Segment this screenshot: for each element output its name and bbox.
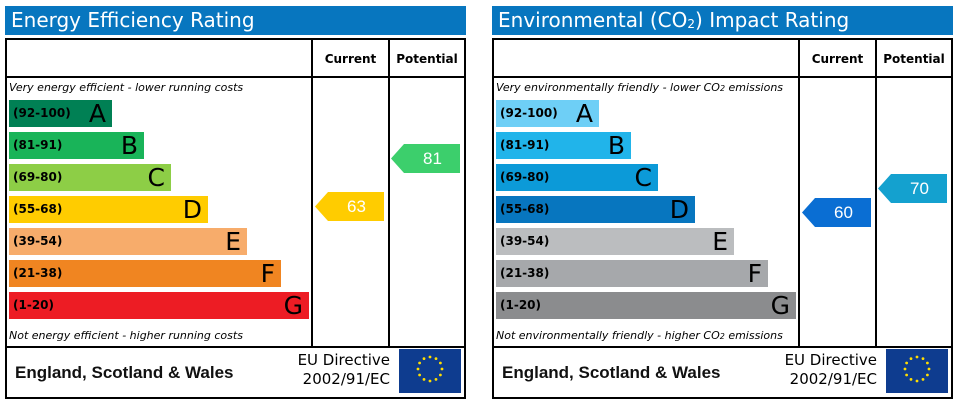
- column-divider: [875, 40, 877, 348]
- footer-region: England, Scotland & Wales: [15, 363, 234, 382]
- band-range: (81-91): [500, 138, 550, 152]
- band-d-bar: (55-68) D: [9, 195, 208, 224]
- arrow-shape-icon: [315, 192, 384, 221]
- header-divider: [7, 76, 464, 78]
- footer-divider: [7, 346, 464, 348]
- title-text: Environmental (CO: [498, 8, 688, 32]
- band-f-bar: (21-38) F: [496, 259, 768, 288]
- band-d-bar: (55-68) D: [496, 195, 695, 224]
- arrow-shape-icon: [802, 198, 871, 227]
- title-subscript: 2: [687, 17, 696, 31]
- energy-efficiency-panel: Energy Efficiency Rating Current Potenti…: [5, 6, 466, 399]
- arrow-shape-icon: [878, 174, 947, 203]
- potential-rating-arrow: 70: [878, 174, 947, 203]
- band-c-bar: (69-80) C: [9, 163, 171, 192]
- band-b-bar: (81-91) B: [496, 131, 631, 160]
- band-letter: B: [607, 131, 625, 160]
- footer-directive: EU Directive 2002/91/EC: [298, 351, 390, 389]
- band-g-bar: (1-20) G: [9, 291, 309, 320]
- title-text: ) Impact Rating: [695, 8, 850, 32]
- band-a-bar: (92-100) A: [9, 99, 112, 128]
- current-rating-arrow: 63: [315, 192, 384, 221]
- note-text: Very environmentally friendly - lower CO: [496, 81, 720, 94]
- environment-rating-table: Current Potential Very environmentally f…: [492, 38, 953, 399]
- note-subscript: 2: [719, 332, 725, 341]
- band-range: (69-80): [500, 170, 550, 184]
- column-header-potential: Potential: [396, 52, 458, 66]
- top-note: Very environmentally friendly - lower CO…: [496, 81, 783, 94]
- directive-line-2: 2002/91/EC: [789, 370, 877, 388]
- arrow-shape-icon: [391, 144, 460, 173]
- band-range: (1-20): [500, 298, 541, 312]
- bottom-note: Not energy efficient - higher running co…: [9, 329, 243, 342]
- column-divider: [798, 40, 800, 348]
- band-range: (92-100): [13, 106, 71, 120]
- band-range: (39-54): [13, 234, 63, 248]
- note-subscript: 2: [719, 84, 726, 93]
- directive-line-1: EU Directive: [784, 351, 877, 369]
- footer-region: England, Scotland & Wales: [502, 363, 721, 382]
- eu-flag-icon: [886, 349, 948, 393]
- band-letter: C: [634, 163, 652, 192]
- band-letter: F: [747, 259, 762, 288]
- column-header-current: Current: [811, 52, 864, 66]
- band-range: (21-38): [500, 266, 550, 280]
- band-range: (55-68): [13, 202, 63, 216]
- bottom-note: Not environmentally friendly - higher CO…: [496, 329, 783, 342]
- band-letter: F: [260, 259, 275, 288]
- environment-panel-title: Environmental (CO2) Impact Rating: [492, 6, 953, 35]
- current-rating-arrow: 60: [802, 198, 871, 227]
- note-text: Not environmentally friendly - higher CO: [496, 329, 720, 342]
- footer-directive: EU Directive 2002/91/EC: [785, 351, 877, 389]
- eu-flag-icon: [399, 349, 461, 393]
- band-letter: G: [283, 291, 303, 320]
- band-range: (21-38): [13, 266, 63, 280]
- band-letter: G: [770, 291, 790, 320]
- column-header-current: Current: [324, 52, 377, 66]
- band-range: (1-20): [13, 298, 54, 312]
- current-rating-value: 60: [834, 203, 853, 222]
- potential-rating-value: 81: [423, 149, 442, 168]
- band-e-bar: (39-54) E: [496, 227, 734, 256]
- band-g-bar: (1-20) G: [496, 291, 796, 320]
- band-range: (39-54): [500, 234, 550, 248]
- header-divider: [494, 76, 951, 78]
- column-divider: [311, 40, 313, 348]
- band-letter: C: [147, 163, 165, 192]
- footer-divider: [494, 346, 951, 348]
- band-c-bar: (69-80) C: [496, 163, 658, 192]
- band-b-bar: (81-91) B: [9, 131, 144, 160]
- band-letter: A: [88, 99, 106, 128]
- band-a-bar: (92-100) A: [496, 99, 599, 128]
- band-range: (92-100): [500, 106, 558, 120]
- band-e-bar: (39-54) E: [9, 227, 247, 256]
- note-text: emissions: [724, 329, 783, 342]
- energy-rating-table: Current Potential Very energy efficient …: [5, 38, 466, 399]
- band-f-bar: (21-38) F: [9, 259, 281, 288]
- column-divider: [388, 40, 390, 348]
- band-letter: E: [225, 227, 241, 256]
- note-text: emissions: [725, 81, 784, 94]
- top-note: Very energy efficient - lower running co…: [9, 81, 244, 94]
- band-letter: B: [120, 131, 138, 160]
- current-rating-value: 63: [347, 197, 366, 216]
- potential-rating-arrow: 81: [391, 144, 460, 173]
- band-letter: E: [712, 227, 728, 256]
- directive-line-1: EU Directive: [297, 351, 390, 369]
- band-letter: D: [182, 195, 202, 224]
- band-range: (69-80): [13, 170, 63, 184]
- band-letter: D: [669, 195, 689, 224]
- band-range: (55-68): [500, 202, 550, 216]
- environmental-impact-panel: Environmental (CO2) Impact Rating Curren…: [492, 6, 953, 399]
- energy-panel-title: Energy Efficiency Rating: [5, 6, 466, 35]
- column-header-potential: Potential: [883, 52, 945, 66]
- band-letter: A: [575, 99, 593, 128]
- directive-line-2: 2002/91/EC: [302, 370, 390, 388]
- band-range: (81-91): [13, 138, 63, 152]
- potential-rating-value: 70: [910, 179, 929, 198]
